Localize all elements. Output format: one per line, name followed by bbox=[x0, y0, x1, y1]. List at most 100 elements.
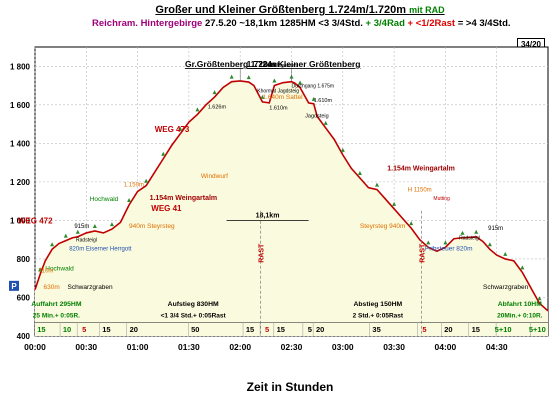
tree-marker bbox=[212, 90, 217, 95]
annotation-label: 1.610m bbox=[269, 106, 288, 112]
annotation-label: WEG 41 bbox=[151, 204, 182, 213]
tree-marker bbox=[392, 201, 397, 206]
tree-marker bbox=[195, 107, 200, 112]
tree-marker bbox=[75, 229, 80, 234]
title-suffix: mit RAD bbox=[409, 5, 445, 15]
annotation-label: 940m Steyrsteg bbox=[129, 223, 175, 230]
tree-marker bbox=[340, 147, 345, 152]
chart-title-text: Großer und Kleiner Größtenberg 1.724m/1.… bbox=[155, 4, 407, 16]
x-tick-label: 04:00 bbox=[435, 342, 457, 352]
profile-area bbox=[35, 80, 548, 336]
segment-minutes: 5 bbox=[422, 325, 426, 334]
leg-label: Abfahrt 10HM bbox=[498, 301, 543, 308]
tree-marker bbox=[460, 230, 465, 235]
tree-marker bbox=[487, 242, 492, 247]
tree-marker bbox=[426, 240, 431, 245]
annotation-label: Mutting bbox=[433, 196, 450, 202]
parking-icon bbox=[9, 280, 19, 291]
annotation-label: Pribsteuer 820m bbox=[425, 245, 473, 252]
tree-marker bbox=[357, 171, 362, 176]
tree-marker bbox=[161, 151, 166, 156]
tree-marker bbox=[298, 80, 303, 85]
tree-marker bbox=[127, 197, 132, 202]
annotation-label: Latschengassen bbox=[261, 63, 298, 69]
tree-marker bbox=[38, 267, 43, 272]
y-tick-label: 600 bbox=[17, 293, 31, 302]
subtitle-plus: + 3/4Rad bbox=[365, 18, 405, 29]
y-tick-label: 1 200 bbox=[10, 178, 31, 187]
annotation-label: 820m Eiserner Herrgott bbox=[69, 246, 132, 252]
annotation-label: Schwarzgraben bbox=[483, 284, 529, 291]
annotation-label: WEG 472 bbox=[18, 216, 53, 225]
segment-minutes: 20 bbox=[444, 325, 452, 334]
segment-minutes: 10 bbox=[63, 325, 71, 334]
chart-subtitle: Reichram. Hintergebirge 27.5.20 ~18,1km … bbox=[92, 18, 512, 29]
tree-marker bbox=[178, 126, 183, 131]
annotation-label: 1.154m Weingartalm bbox=[150, 195, 218, 202]
rast-label: RAST bbox=[419, 243, 426, 263]
leg-sub-label: 2 Std.+ 0:05Rast bbox=[353, 313, 404, 320]
parking-icon-letter: P bbox=[11, 282, 17, 291]
annotation-label: Durchgang 1.675m bbox=[292, 83, 335, 89]
leg-label: Aufstieg 830HM bbox=[168, 301, 219, 308]
chart-title: Großer und Kleiner Größtenberg 1.724m/1.… bbox=[140, 4, 460, 16]
subtitle-stats: 27.5.20 ~18,1km 1285HM <3 3/4Std. bbox=[204, 18, 363, 29]
x-tick-label: 00:00 bbox=[24, 342, 46, 352]
tree-marker bbox=[474, 229, 479, 234]
annotation-label: Hochwald bbox=[90, 196, 119, 203]
tree-marker bbox=[537, 296, 542, 301]
annotation-label: Radsteigl bbox=[459, 236, 480, 242]
y-tick-label: 1 000 bbox=[10, 216, 31, 225]
x-tick-label: 01:00 bbox=[127, 342, 149, 352]
tree-marker bbox=[50, 242, 55, 247]
leg-sub-label: 20Min.+ 0:10R. bbox=[497, 313, 543, 320]
y-tick-label: 400 bbox=[17, 332, 31, 341]
annotation-label: Radsteigl bbox=[76, 238, 97, 244]
segment-minutes: 15 bbox=[102, 325, 110, 334]
tree-marker bbox=[503, 251, 508, 256]
segment-minutes: 5 bbox=[265, 325, 269, 334]
annotation-label: Steyrsteg 940m bbox=[360, 223, 406, 230]
annotation-label: 630m bbox=[44, 284, 60, 291]
leg-label: Abstieg 150HM bbox=[353, 301, 402, 308]
distance-label: 18,1km bbox=[256, 212, 280, 219]
segment-minutes: 15 bbox=[37, 325, 45, 334]
tree-marker bbox=[443, 240, 448, 245]
segment-minutes: 5+10 bbox=[529, 325, 546, 334]
annotation-label: H 1150m bbox=[408, 188, 432, 194]
x-tick-label: 02:30 bbox=[281, 342, 303, 352]
tree-marker bbox=[260, 94, 265, 99]
summit-label: Gr.Größtenberg 1.724m bbox=[185, 59, 280, 69]
annotation-label: 915m bbox=[488, 226, 503, 232]
segment-minutes: 15 bbox=[246, 325, 254, 334]
rast-label: RAST bbox=[259, 243, 266, 263]
y-tick-label: 800 bbox=[17, 255, 31, 264]
annotation-label: 1.626m bbox=[208, 105, 227, 111]
segment-minutes: 15 bbox=[277, 325, 285, 334]
annotation-label: 1.610m bbox=[314, 98, 333, 104]
segment-minutes: 50 bbox=[191, 325, 199, 334]
subtitle-region: Reichram. Hintergebirge bbox=[92, 18, 203, 29]
x-tick-label: 00:30 bbox=[75, 342, 97, 352]
tree-marker bbox=[409, 221, 414, 226]
x-axis-title: Zeit in Stunden bbox=[246, 380, 334, 394]
leg-label: Auffahrt 295HM bbox=[31, 301, 82, 308]
y-tick-label: 1 400 bbox=[10, 139, 31, 148]
profile-line bbox=[34, 80, 549, 312]
segment-minutes: 20 bbox=[316, 325, 324, 334]
segment-minutes: 15 bbox=[472, 325, 480, 334]
subtitle-rest: + <1/2Rast bbox=[407, 18, 456, 29]
x-tick-label: 03:00 bbox=[332, 342, 354, 352]
annotation-label: WEG 473 bbox=[155, 125, 190, 134]
leg-sub-label: 25 Min.+ 0:05R. bbox=[33, 313, 80, 320]
summit-label: 1.720m Kleiner Größtenberg bbox=[247, 59, 361, 69]
x-tick-label: 02:00 bbox=[229, 342, 251, 352]
leg-sub-label: <1 3/4 Std.+ 0:05Rast bbox=[161, 313, 227, 320]
annotation-label: 1.150m bbox=[124, 183, 144, 189]
annotation-label: Khormat Jagdsteig bbox=[257, 88, 299, 94]
segment-minutes: 5+10 bbox=[495, 325, 512, 334]
tree-marker bbox=[311, 96, 316, 101]
tree-marker bbox=[109, 222, 114, 227]
tree-marker bbox=[375, 182, 379, 187]
tree-marker bbox=[323, 120, 328, 125]
